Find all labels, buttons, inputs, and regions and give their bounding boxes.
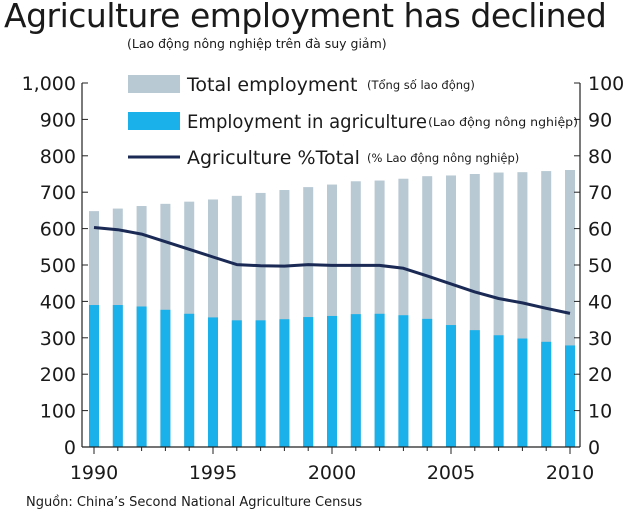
legend-swatch-employment-in-agriculture xyxy=(128,112,180,130)
bar-employment-in-agriculture xyxy=(541,341,552,447)
y-tick-label-right: 20 xyxy=(588,364,612,386)
legend-note-employment-in-agriculture: (Lao động nông nghiệp) xyxy=(428,115,578,129)
y-tick-label-left: 100 xyxy=(40,401,76,423)
bar-employment-in-agriculture xyxy=(231,320,242,447)
source-note: Nguồn: China’s Second National Agricultu… xyxy=(26,495,363,510)
bar-total-employment xyxy=(279,190,290,448)
legend-label-total-employment: Total employment xyxy=(186,74,358,96)
bar-employment-in-agriculture xyxy=(422,318,433,447)
y-tick-label-right: 60 xyxy=(588,219,612,241)
bar-total-employment xyxy=(398,178,409,447)
x-tick-label: 2000 xyxy=(308,462,356,484)
legend-note-agriculture-pct-total: (% Lao động nông nghiệp) xyxy=(367,151,519,165)
y-tick-label-left: 900 xyxy=(40,109,76,131)
x-tick-label: 2005 xyxy=(427,462,475,484)
y-tick-label-right: 10 xyxy=(588,401,612,423)
y-tick-label-left: 400 xyxy=(40,291,76,313)
bar-employment-in-agriculture xyxy=(184,313,195,447)
legend-label-agriculture-pct-total: Agriculture %Total xyxy=(187,147,360,169)
y-tick-label-left: 500 xyxy=(40,255,76,277)
bar-total-employment xyxy=(469,174,480,447)
y-tick-label-right: 90 xyxy=(588,109,612,131)
y-tick-label-right: 70 xyxy=(588,182,612,204)
bar-employment-in-agriculture xyxy=(469,330,480,447)
bar-employment-in-agriculture xyxy=(517,338,528,447)
line-agriculture-pct-total xyxy=(93,226,571,315)
legend-swatch-total-employment xyxy=(128,75,180,93)
y-tick-label-right: 100 xyxy=(588,73,624,95)
bar-employment-in-agriculture xyxy=(208,317,218,447)
bar-total-employment xyxy=(493,172,504,447)
y-tick-label-right: 80 xyxy=(588,146,612,168)
x-tick-label: 2010 xyxy=(546,462,594,484)
y-tick-label-right: 30 xyxy=(588,328,612,350)
legend-label-employment-in-agriculture: Employment in agriculture xyxy=(187,111,427,133)
bar-employment-in-agriculture xyxy=(565,345,575,447)
bar-employment-in-agriculture xyxy=(255,320,266,447)
bar-employment-in-agriculture xyxy=(89,305,99,447)
bar-employment-in-agriculture xyxy=(136,306,147,447)
bar-employment-in-agriculture xyxy=(493,335,504,447)
bar-employment-in-agriculture xyxy=(374,313,385,447)
x-tick-label: 1995 xyxy=(189,462,237,484)
chart-subtitle: (Lao động nông nghiệp trên đà suy giảm) xyxy=(127,36,387,51)
y-tick-label-left: 0 xyxy=(64,437,76,459)
bar-employment-in-agriculture xyxy=(112,305,123,447)
bar-total-employment xyxy=(422,176,433,447)
bar-employment-in-agriculture xyxy=(160,309,171,447)
y-tick-label-left: 200 xyxy=(40,364,76,386)
y-tick-label-left: 800 xyxy=(40,146,76,168)
bar-employment-in-agriculture xyxy=(446,325,456,447)
bar-employment-in-agriculture xyxy=(398,315,409,447)
bar-total-employment xyxy=(517,172,528,447)
y-tick-label-right: 50 xyxy=(588,255,612,277)
y-tick-label-left: 700 xyxy=(40,182,76,204)
bar-total-employment xyxy=(255,192,266,447)
y-tick-label-left: 300 xyxy=(40,328,76,350)
y-tick-label-right: 40 xyxy=(588,291,612,313)
y-tick-label-left: 600 xyxy=(40,219,76,241)
legend-note-total-employment: (Tổng số lao động) xyxy=(367,78,475,92)
bar-employment-in-agriculture xyxy=(279,319,290,447)
x-tick-label: 1990 xyxy=(70,462,118,484)
y-tick-label-right: 0 xyxy=(588,437,600,459)
bar-employment-in-agriculture xyxy=(327,315,337,447)
bar-total-employment xyxy=(446,175,456,447)
bar-employment-in-agriculture xyxy=(350,314,361,447)
bar-employment-in-agriculture xyxy=(303,317,314,447)
chart-title: Agriculture employment has declined xyxy=(4,0,607,35)
bar-total-employment xyxy=(565,169,575,447)
y-tick-label-left: 1,000 xyxy=(22,73,76,95)
bar-total-employment xyxy=(327,184,337,447)
